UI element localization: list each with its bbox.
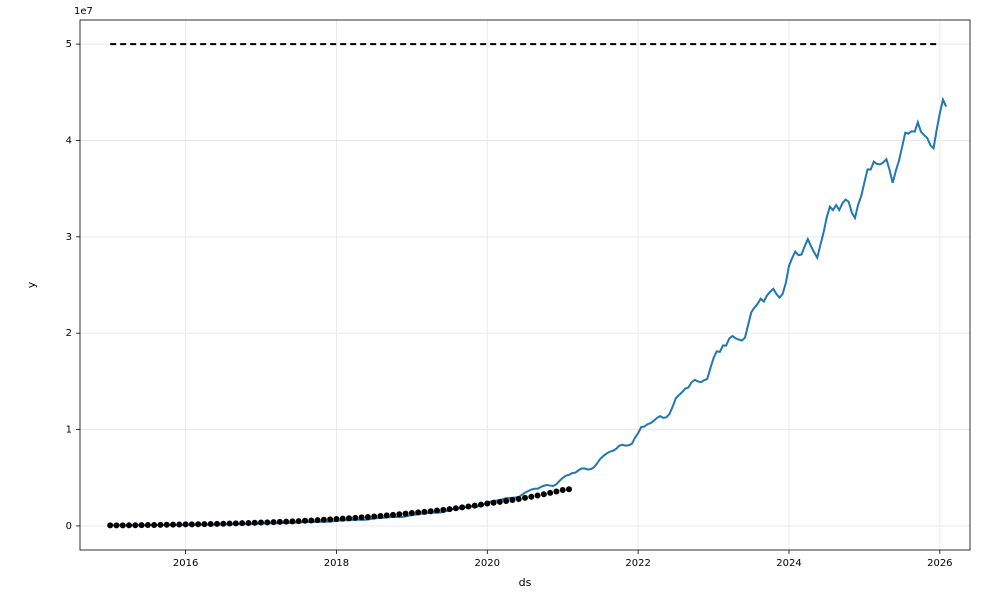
y-tick-label: 0 <box>66 521 72 532</box>
observed-point <box>340 516 346 522</box>
time-series-chart: 2016 2018 2020 2022 2024 2026 0 1 2 3 4 5 ds y 1e7 <box>0 0 1000 600</box>
y-tick-label: 1 <box>66 425 72 436</box>
observed-point <box>522 495 528 501</box>
observed-point <box>421 509 427 515</box>
observed-point <box>277 519 283 525</box>
observed-point <box>201 521 207 527</box>
observed-point <box>296 518 302 524</box>
observed-point <box>491 500 497 506</box>
observed-point <box>465 504 471 510</box>
observed-point <box>497 499 503 505</box>
observed-point <box>264 519 270 525</box>
observed-point <box>157 522 163 528</box>
observed-point <box>472 503 478 509</box>
observed-point <box>503 498 509 504</box>
observed-point <box>459 504 465 510</box>
observed-point <box>252 520 258 526</box>
observed-point <box>113 522 119 528</box>
observed-point <box>183 521 189 527</box>
x-tick-label: 2016 <box>173 558 198 569</box>
observed-point <box>428 508 434 514</box>
observed-point <box>371 513 377 519</box>
observed-point <box>208 521 214 527</box>
observed-point <box>170 522 176 528</box>
observed-point <box>107 522 113 528</box>
observed-point <box>302 518 308 524</box>
observed-point <box>227 521 233 527</box>
observed-point <box>189 521 195 527</box>
observed-point <box>308 517 314 523</box>
observed-point <box>239 520 245 526</box>
y-axis-label: y <box>25 281 38 288</box>
observed-point <box>535 493 541 499</box>
chart-svg: 2016 2018 2020 2022 2024 2026 0 1 2 3 4 5 ds y 1e7 <box>0 0 1000 600</box>
observed-point <box>164 522 170 528</box>
observed-point <box>541 491 547 497</box>
observed-point <box>560 487 566 493</box>
observed-point <box>214 521 220 527</box>
observed-point <box>176 522 182 528</box>
observed-point <box>547 490 553 496</box>
observed-point <box>553 488 559 494</box>
observed-point <box>528 494 534 500</box>
observed-point <box>327 516 333 522</box>
observed-point <box>403 511 409 517</box>
observed-point <box>346 515 352 521</box>
observed-point <box>453 505 459 511</box>
observed-point <box>283 519 289 525</box>
observed-point <box>333 516 339 522</box>
observed-point <box>359 514 365 520</box>
y-tick-label: 4 <box>66 135 72 146</box>
y-offset-label: 1e7 <box>74 6 93 17</box>
y-tick-label: 3 <box>66 232 72 243</box>
observed-point <box>258 520 264 526</box>
observed-point <box>126 522 132 528</box>
x-tick-label: 2024 <box>776 558 801 569</box>
observed-point <box>352 515 358 521</box>
observed-point <box>566 486 572 492</box>
observed-point <box>384 512 390 518</box>
observed-point <box>365 514 371 520</box>
observed-point <box>245 520 251 526</box>
observed-point <box>315 517 321 523</box>
x-tick-label: 2020 <box>475 558 500 569</box>
observed-point <box>434 508 440 514</box>
observed-point <box>415 509 421 515</box>
observed-point <box>289 518 295 524</box>
observed-point <box>377 513 383 519</box>
observed-point <box>271 519 277 525</box>
observed-point <box>120 522 126 528</box>
observed-point <box>516 496 522 502</box>
observed-point <box>145 522 151 528</box>
observed-point <box>478 502 484 508</box>
observed-point <box>509 497 515 503</box>
observed-point <box>447 506 453 512</box>
observed-point <box>440 507 446 513</box>
observed-point <box>132 522 138 528</box>
observed-point <box>151 522 157 528</box>
observed-point <box>233 520 239 526</box>
observed-point <box>195 521 201 527</box>
observed-point <box>484 501 490 507</box>
observed-point <box>396 511 402 517</box>
observed-point <box>321 517 327 523</box>
x-tick-label: 2022 <box>625 558 650 569</box>
x-tick-label: 2018 <box>324 558 349 569</box>
x-tick-label: 2026 <box>927 558 952 569</box>
observed-point <box>409 510 415 516</box>
observed-point <box>390 512 396 518</box>
x-axis-label: ds <box>519 576 532 589</box>
y-tick-label: 2 <box>66 328 72 339</box>
observed-point <box>139 522 145 528</box>
observed-point <box>220 521 226 527</box>
y-tick-label: 5 <box>66 39 72 50</box>
